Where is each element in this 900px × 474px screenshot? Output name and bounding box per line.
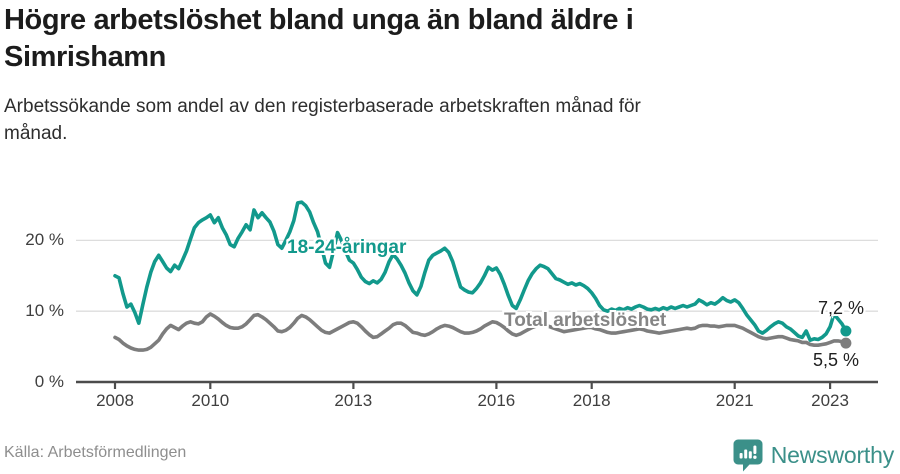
chart-subtitle: Arbetssökande som andel av den registerb… bbox=[4, 93, 864, 147]
end-value-youth: 7,2 % bbox=[818, 298, 865, 318]
subtitle-line-1: Arbetssökande som andel av den registerb… bbox=[4, 96, 641, 117]
series-end-dot-1 bbox=[840, 325, 852, 337]
x-tick-label: 2021 bbox=[715, 391, 754, 410]
x-tick-label: 2018 bbox=[572, 391, 611, 410]
x-tick-label: 2023 bbox=[811, 391, 849, 410]
x-tick-label: 2016 bbox=[477, 391, 516, 410]
newsworthy-chart-bubble-icon bbox=[733, 439, 763, 471]
y-tick-label: 10 % bbox=[25, 301, 64, 321]
series-line-1 bbox=[113, 200, 848, 343]
title-line-2: Simrishamn bbox=[4, 41, 166, 73]
x-tick-label: 2013 bbox=[334, 391, 373, 410]
series-end-dot-0 bbox=[840, 337, 852, 349]
series-line-0 bbox=[113, 312, 848, 352]
brand-name: Newsworthy bbox=[770, 441, 894, 468]
x-tick-label: 2008 bbox=[96, 391, 134, 410]
series-label-total: Total arbetslöshet bbox=[504, 310, 667, 331]
x-tick-label: 2010 bbox=[191, 391, 230, 410]
source-attribution: Källa: Arbetsförmedlingen bbox=[4, 444, 187, 461]
page-title: Högre arbetslöshet bland unga än bland ä… bbox=[4, 2, 884, 76]
y-tick-label: 20 % bbox=[25, 230, 64, 250]
series-label-youth: 18-24-åringar bbox=[287, 237, 407, 258]
y-tick-label: 0 % bbox=[34, 372, 64, 391]
subtitle-line-2: månad. bbox=[4, 123, 68, 144]
title-line-1: Högre arbetslöshet bland unga än bland ä… bbox=[4, 4, 634, 36]
end-value-total: 5,5 % bbox=[813, 350, 860, 370]
newsworthy-logo: Newsworthy bbox=[733, 438, 894, 472]
